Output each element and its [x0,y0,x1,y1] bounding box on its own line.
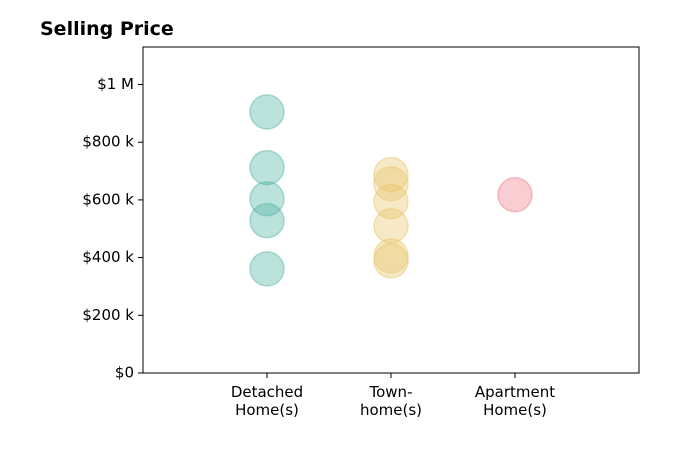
y-tick-label: $200 k [82,306,134,324]
x-tick-label: Detached Home(s) [231,383,303,419]
point [249,202,285,239]
point [373,238,409,274]
y-tick-label: $0 [115,364,134,382]
point [249,94,285,130]
y-tick-label: $800 k [82,133,134,151]
point [373,243,409,279]
point [249,180,285,217]
point [497,176,533,213]
point [373,165,409,202]
chart-title: Selling Price [40,18,174,40]
point [249,149,285,186]
point [373,156,409,193]
y-tick-label: $1 M [97,75,134,93]
y-tick-label: $400 k [82,248,134,266]
point [373,183,409,220]
y-tick-label: $600 k [82,190,134,208]
point [373,208,409,244]
x-tick-label: Town-home(s) [360,383,422,419]
point [249,251,285,287]
x-tick-label: Apartment Home(s) [475,383,555,419]
